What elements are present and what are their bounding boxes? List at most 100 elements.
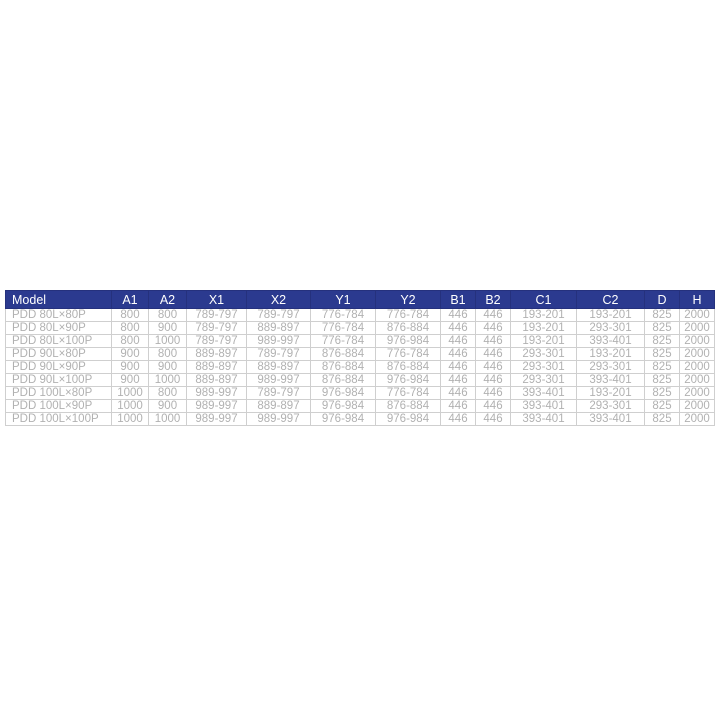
value-cell: 825	[644, 360, 680, 374]
value-cell: 293-301	[576, 399, 645, 413]
table-row: PDD 90L×100P 900 1000 889-897 989-997 87…	[5, 373, 715, 387]
value-cell: 1000	[148, 334, 187, 348]
value-cell: 446	[440, 334, 476, 348]
model-cell: PDD 80L×90P	[5, 321, 112, 335]
value-cell: 193-201	[576, 386, 645, 400]
value-cell: 900	[111, 360, 149, 374]
value-cell: 800	[111, 308, 149, 322]
value-cell: 900	[148, 399, 187, 413]
value-cell: 989-997	[186, 386, 247, 400]
value-cell: 393-401	[576, 334, 645, 348]
col-header-b1: B1	[440, 290, 476, 309]
table-row: PDD 80L×90P 800 900 789-797 889-897 776-…	[5, 321, 715, 335]
value-cell: 789-797	[186, 334, 247, 348]
value-cell: 825	[644, 399, 680, 413]
value-cell: 976-984	[375, 412, 441, 426]
value-cell: 2000	[679, 308, 715, 322]
value-cell: 976-984	[375, 373, 441, 387]
value-cell: 776-784	[375, 308, 441, 322]
value-cell: 2000	[679, 360, 715, 374]
table-row: PDD 80L×100P 800 1000 789-797 989-997 77…	[5, 334, 715, 348]
value-cell: 976-984	[375, 334, 441, 348]
value-cell: 446	[440, 360, 476, 374]
value-cell: 1000	[111, 399, 149, 413]
table-row: PDD 90L×80P 900 800 889-897 789-797 876-…	[5, 347, 715, 361]
value-cell: 825	[644, 347, 680, 361]
value-cell: 446	[440, 373, 476, 387]
value-cell: 446	[475, 360, 511, 374]
value-cell: 889-897	[186, 360, 247, 374]
value-cell: 293-301	[576, 321, 645, 335]
value-cell: 876-884	[375, 321, 441, 335]
value-cell: 989-997	[186, 399, 247, 413]
value-cell: 900	[111, 373, 149, 387]
value-cell: 889-897	[246, 360, 311, 374]
value-cell: 446	[475, 399, 511, 413]
value-cell: 2000	[679, 334, 715, 348]
value-cell: 876-884	[310, 360, 376, 374]
value-cell: 800	[148, 386, 187, 400]
value-cell: 825	[644, 386, 680, 400]
value-cell: 193-201	[576, 308, 645, 322]
value-cell: 2000	[679, 386, 715, 400]
col-header-c2: C2	[576, 290, 645, 309]
value-cell: 989-997	[186, 412, 247, 426]
value-cell: 889-897	[246, 321, 311, 335]
value-cell: 393-401	[510, 399, 577, 413]
value-cell: 976-984	[310, 386, 376, 400]
col-header-x2: X2	[246, 290, 311, 309]
value-cell: 393-401	[510, 412, 577, 426]
value-cell: 446	[440, 347, 476, 361]
col-header-h: H	[679, 290, 715, 309]
value-cell: 800	[111, 321, 149, 335]
spec-table: Model A1 A2 X1 X2 Y1 Y2 B1 B2 C1 C2 D H …	[5, 290, 715, 426]
col-header-d: D	[644, 290, 680, 309]
model-cell: PDD 90L×80P	[5, 347, 112, 361]
value-cell: 825	[644, 308, 680, 322]
value-cell: 825	[644, 412, 680, 426]
value-cell: 2000	[679, 399, 715, 413]
value-cell: 900	[111, 347, 149, 361]
value-cell: 2000	[679, 373, 715, 387]
value-cell: 776-784	[310, 308, 376, 322]
value-cell: 193-201	[510, 321, 577, 335]
col-header-y1: Y1	[310, 290, 376, 309]
col-header-y2: Y2	[375, 290, 441, 309]
value-cell: 293-301	[510, 347, 577, 361]
table-row: PDD 90L×90P 900 900 889-897 889-897 876-…	[5, 360, 715, 374]
value-cell: 446	[475, 347, 511, 361]
value-cell: 825	[644, 373, 680, 387]
value-cell: 825	[644, 334, 680, 348]
value-cell: 776-784	[375, 347, 441, 361]
value-cell: 789-797	[246, 308, 311, 322]
col-header-c1: C1	[510, 290, 577, 309]
value-cell: 446	[440, 321, 476, 335]
value-cell: 446	[475, 321, 511, 335]
model-cell: PDD 90L×100P	[5, 373, 112, 387]
value-cell: 293-301	[510, 360, 577, 374]
value-cell: 776-784	[310, 334, 376, 348]
table-row: PDD 80L×80P 800 800 789-797 789-797 776-…	[5, 308, 715, 322]
table-row: PDD 100L×80P 1000 800 989-997 789-797 97…	[5, 386, 715, 400]
value-cell: 776-784	[375, 386, 441, 400]
value-cell: 446	[440, 386, 476, 400]
value-cell: 2000	[679, 347, 715, 361]
value-cell: 446	[475, 308, 511, 322]
model-cell: PDD 90L×90P	[5, 360, 112, 374]
value-cell: 889-897	[186, 347, 247, 361]
value-cell: 293-301	[576, 360, 645, 374]
col-header-x1: X1	[186, 290, 247, 309]
value-cell: 193-201	[510, 334, 577, 348]
value-cell: 789-797	[186, 321, 247, 335]
value-cell: 193-201	[576, 347, 645, 361]
value-cell: 2000	[679, 412, 715, 426]
value-cell: 446	[475, 334, 511, 348]
col-header-a2: A2	[148, 290, 187, 309]
value-cell: 989-997	[246, 334, 311, 348]
value-cell: 1000	[148, 373, 187, 387]
value-cell: 889-897	[186, 373, 247, 387]
value-cell: 989-997	[246, 412, 311, 426]
value-cell: 825	[644, 321, 680, 335]
value-cell: 776-784	[310, 321, 376, 335]
